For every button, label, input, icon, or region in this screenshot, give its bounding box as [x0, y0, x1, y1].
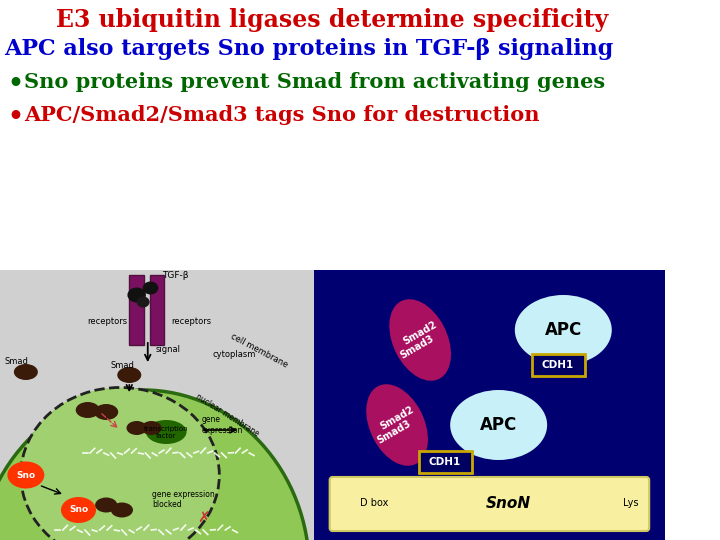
Ellipse shape [0, 390, 310, 540]
Text: •: • [7, 105, 23, 129]
Text: APC: APC [480, 416, 517, 434]
FancyBboxPatch shape [419, 451, 472, 473]
Ellipse shape [21, 388, 220, 540]
Text: APC/Smad2/Smad3 tags Sno for destruction: APC/Smad2/Smad3 tags Sno for destruction [24, 105, 539, 125]
Text: gene expression
blocked: gene expression blocked [153, 490, 215, 509]
Ellipse shape [127, 287, 146, 302]
Text: Lys: Lys [624, 498, 639, 508]
Bar [150, 275, 164, 345]
Ellipse shape [146, 420, 186, 444]
Text: D box: D box [360, 498, 389, 508]
Ellipse shape [390, 299, 451, 381]
Ellipse shape [111, 503, 133, 517]
Ellipse shape [14, 364, 38, 380]
Text: Smad2: Smad2 [402, 319, 439, 347]
Text: Smad2: Smad2 [379, 404, 415, 431]
Text: APC: APC [544, 321, 582, 339]
Bar [0, 270, 314, 540]
FancyBboxPatch shape [532, 354, 585, 376]
Text: gene
expression: gene expression [202, 415, 243, 435]
Text: CDH1: CDH1 [541, 360, 574, 370]
Text: TGF-β: TGF-β [161, 271, 188, 280]
Text: Sno: Sno [69, 505, 88, 515]
Ellipse shape [450, 390, 547, 460]
Ellipse shape [127, 421, 147, 435]
Text: receptors: receptors [171, 318, 211, 327]
Text: E3 ubiquitin ligases determine specificity: E3 ubiquitin ligases determine specifici… [56, 8, 608, 32]
Ellipse shape [94, 404, 118, 420]
Ellipse shape [143, 281, 158, 294]
Text: receptors: receptors [88, 318, 128, 327]
Ellipse shape [95, 497, 117, 512]
Ellipse shape [61, 497, 96, 523]
Bar [314, 270, 665, 540]
Text: nuclear membrane: nuclear membrane [194, 392, 261, 438]
Text: Smad: Smad [4, 357, 29, 367]
Text: signal: signal [155, 346, 180, 354]
Text: Smad3: Smad3 [399, 333, 436, 361]
Ellipse shape [137, 296, 150, 307]
Ellipse shape [141, 421, 161, 435]
Text: Smad3: Smad3 [376, 418, 413, 445]
Text: ✗: ✗ [197, 510, 210, 525]
Text: APC also targets Sno proteins in TGF-β signaling: APC also targets Sno proteins in TGF-β s… [4, 38, 614, 60]
Ellipse shape [366, 384, 428, 466]
Text: SnoN: SnoN [485, 496, 531, 511]
Ellipse shape [7, 462, 45, 489]
Text: cell membrane: cell membrane [229, 332, 289, 370]
FancyBboxPatch shape [330, 477, 649, 531]
Text: Smad: Smad [111, 361, 135, 369]
Text: CDH1: CDH1 [429, 457, 462, 467]
Ellipse shape [76, 402, 100, 418]
Bar [130, 275, 144, 345]
Text: •: • [7, 72, 23, 96]
Ellipse shape [515, 295, 612, 365]
Ellipse shape [117, 367, 141, 383]
Text: Sno: Sno [17, 470, 35, 480]
Text: transcription
factor: transcription factor [144, 426, 189, 438]
Text: Sno proteins prevent Smad from activating genes: Sno proteins prevent Smad from activatin… [24, 72, 605, 92]
Text: cytoplasm: cytoplasm [212, 350, 256, 359]
